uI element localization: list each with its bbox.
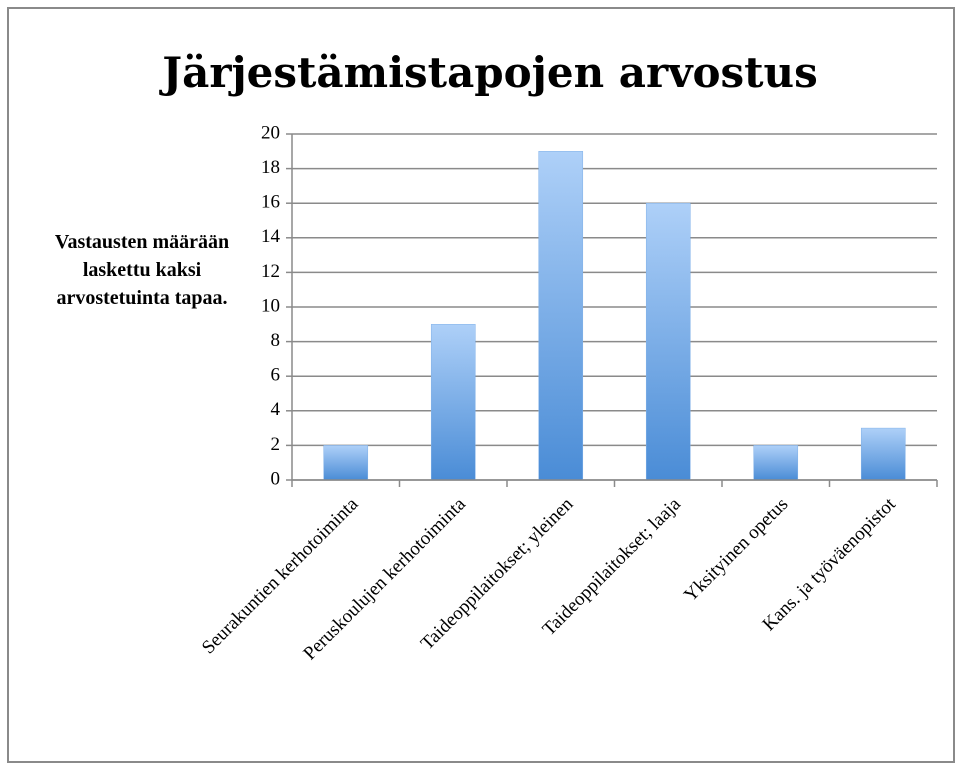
- y-tick-label: 14: [261, 226, 281, 247]
- y-tick-label: 20: [261, 122, 280, 143]
- y-tick-label: 12: [261, 261, 280, 282]
- y-tick-label: 16: [261, 192, 280, 213]
- chart-title: Järjestämistapojen arvostus: [158, 48, 818, 97]
- bar: [538, 151, 584, 481]
- y-tick-label: 6: [271, 365, 281, 386]
- bar: [645, 202, 691, 481]
- chart-frame: [7, 7, 955, 763]
- y-axis-label: Vastausten määrään laskettu kaksi arvost…: [54, 231, 230, 309]
- x-tick-label: Yksityinen opetus: [680, 494, 792, 606]
- bar: [323, 445, 369, 481]
- bar: [860, 427, 906, 481]
- y-tick-label: 4: [271, 399, 281, 420]
- y-tick-label: 18: [261, 157, 280, 178]
- bar: [753, 445, 799, 481]
- y-tick-label: 2: [271, 434, 281, 455]
- bar: [430, 324, 476, 481]
- y-tick-label: 0: [271, 468, 281, 489]
- y-tick-label: 8: [271, 330, 281, 351]
- y-tick-label: 10: [261, 295, 280, 316]
